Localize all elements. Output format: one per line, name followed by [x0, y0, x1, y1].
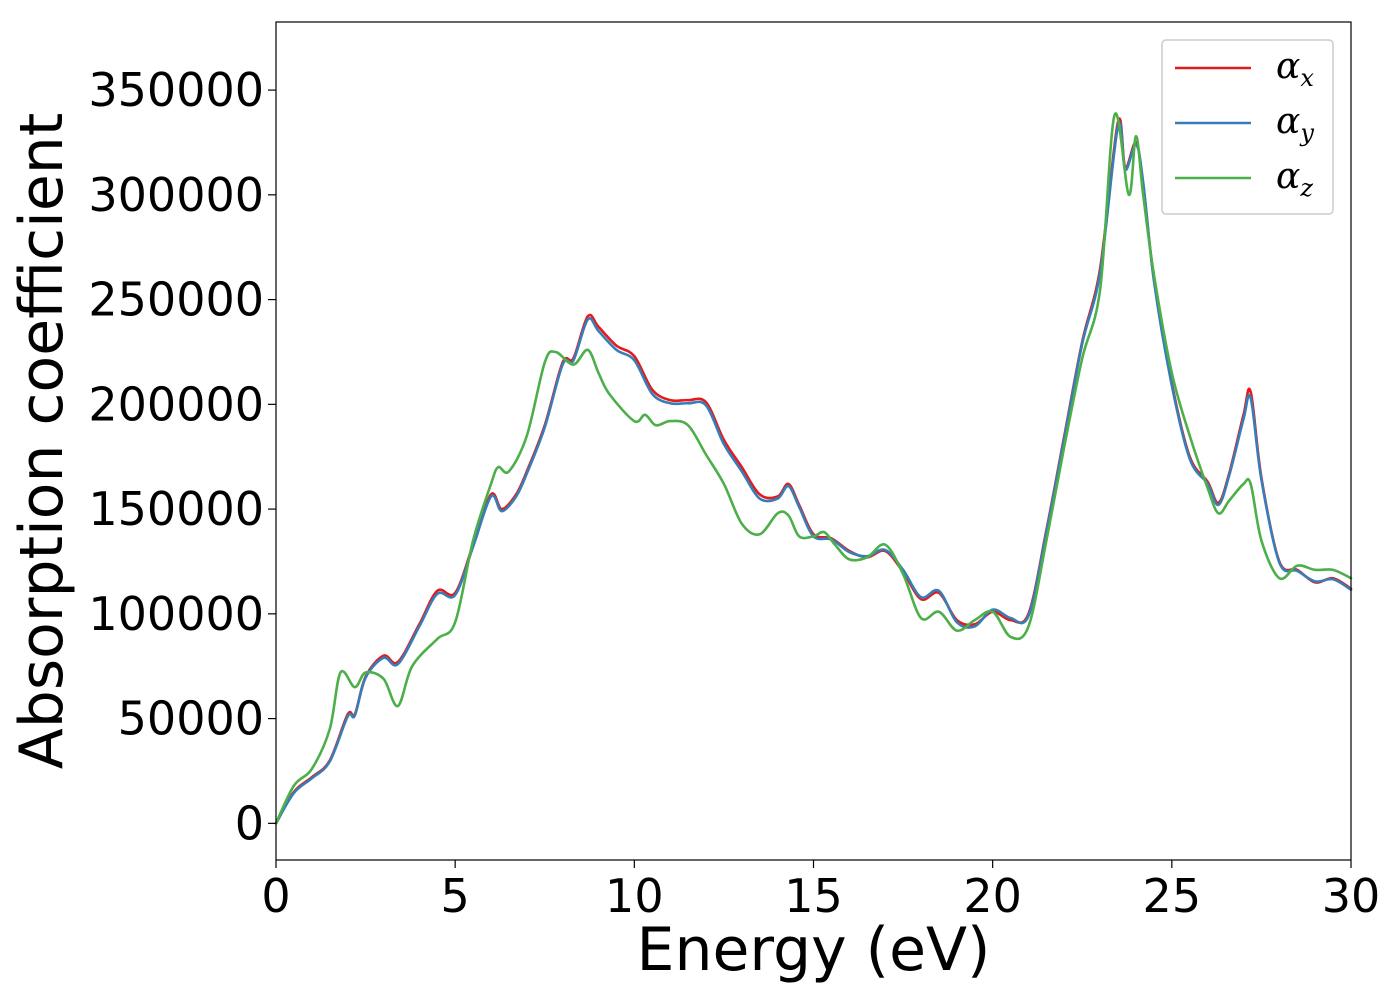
y-tick-label: 350000 — [88, 63, 264, 117]
series-lines — [274, 112, 1353, 825]
x-axis: 0 5 10 15 20 25 30 — [261, 860, 1380, 923]
y-tick-label: 250000 — [88, 273, 264, 327]
y-tick-label: 0 — [235, 796, 264, 850]
y-tick-label: 300000 — [88, 168, 264, 222]
x-tick-label: 10 — [605, 869, 664, 923]
legend-box — [1161, 39, 1334, 215]
x-axis-title: Energy (eV) — [637, 915, 991, 985]
y-tick-label: 150000 — [88, 482, 264, 536]
y-axis: 0 50000 100000 150000 200000 250000 300000 3500… — [88, 63, 276, 850]
y-tick-label: 100000 — [88, 587, 264, 641]
x-tick-label: 5 — [441, 869, 470, 923]
y-axis-title: Absorption coefficient — [7, 113, 77, 770]
y-tick-label: 200000 — [88, 377, 264, 431]
x-tick-label: 30 — [1322, 869, 1381, 923]
x-tick-label: 20 — [963, 869, 1022, 923]
x-tick-label: 25 — [1143, 869, 1202, 923]
y-tick-label: 50000 — [118, 692, 264, 746]
legend-label-z: αz — [1276, 156, 1313, 202]
x-tick-label: 0 — [261, 869, 290, 923]
series-line-z — [274, 112, 1353, 825]
x-tick-label: 15 — [784, 869, 843, 923]
